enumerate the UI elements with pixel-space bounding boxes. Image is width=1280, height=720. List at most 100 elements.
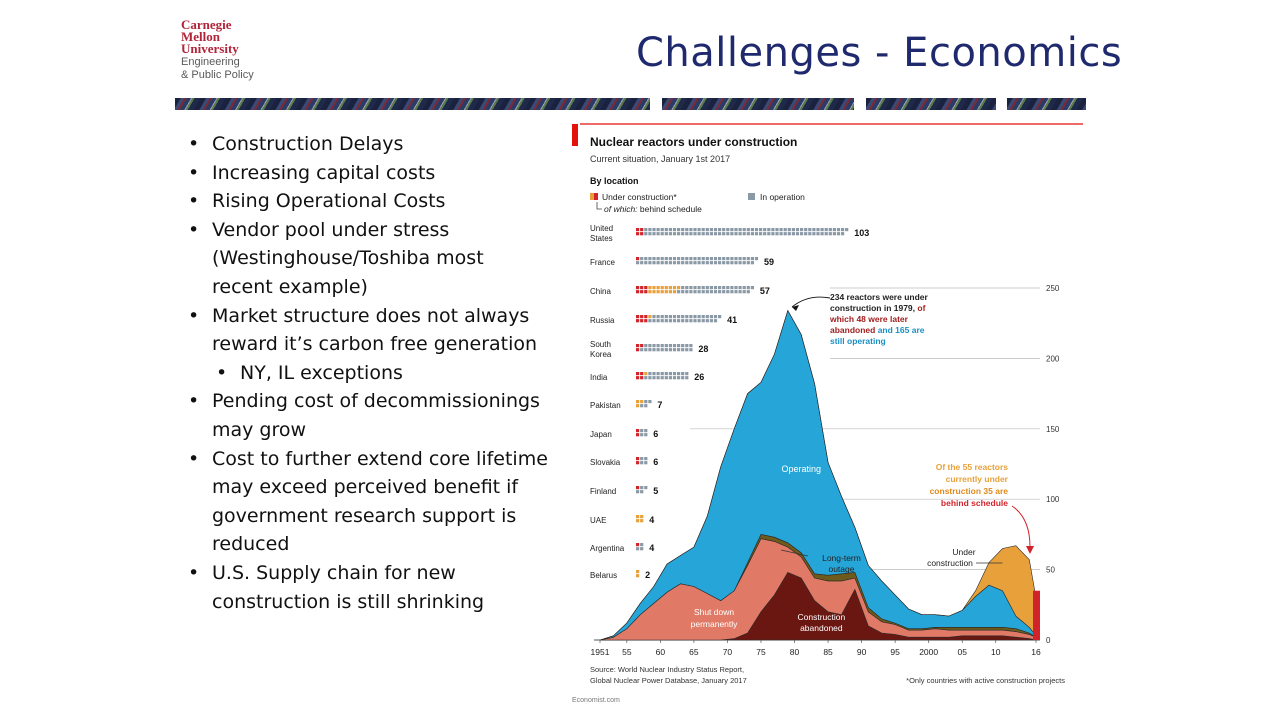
bullet-text: construction is still shrinking — [212, 590, 485, 613]
country-label: Finland — [590, 487, 616, 496]
reactor-square — [718, 228, 722, 232]
reactor-square — [672, 290, 677, 294]
reactor-square — [689, 319, 693, 323]
reactor-square — [656, 261, 660, 265]
reactor-square — [656, 348, 660, 352]
reactor-square — [640, 543, 644, 547]
reactor-square — [754, 257, 759, 261]
credit: Economist.com — [572, 697, 620, 704]
reactor-square — [779, 232, 783, 236]
x-tick-label: 80 — [790, 647, 800, 657]
reactor-square — [636, 486, 640, 490]
reactor-square — [742, 228, 746, 232]
reactor-square — [722, 286, 726, 290]
reactor-square — [652, 290, 656, 294]
reactor-square — [660, 286, 664, 290]
reactor-square — [763, 228, 767, 232]
peak-annotation-line: construction in 1979, of — [830, 303, 926, 313]
legend-prefix: of which: — [604, 204, 640, 214]
reactor-square — [636, 461, 640, 465]
reactor-square — [713, 232, 718, 236]
reactor-square — [636, 372, 640, 376]
reactor-square — [713, 257, 718, 261]
reactor-square — [636, 547, 640, 551]
country-label: Russia — [590, 316, 615, 325]
reactor-square — [660, 315, 664, 319]
bullet-text: Construction Delays — [212, 133, 404, 155]
bullet-marker: • — [188, 133, 200, 155]
bullet-text: Rising Operational Costs — [212, 190, 446, 213]
reactor-square — [795, 232, 800, 236]
reactor-square — [722, 257, 726, 261]
reactor-square — [726, 290, 730, 294]
y-tick-label: 0 — [1046, 636, 1051, 645]
reactor-square — [656, 232, 660, 236]
reactor-square — [800, 228, 804, 232]
reactor-square — [660, 232, 664, 236]
reactor-square — [750, 228, 754, 232]
cmu-logo: Carnegie Mellon University Engineering &… — [181, 18, 254, 81]
reactor-square — [677, 376, 681, 380]
bullet-item: • Rising Operational Costs — [188, 187, 560, 216]
bullet-text: NY, IL exceptions — [240, 361, 403, 384]
reactor-square — [713, 228, 718, 232]
total-label: 2 — [645, 570, 650, 580]
reactor-square — [685, 344, 689, 348]
reactor-square — [640, 519, 644, 523]
total-label: 6 — [653, 457, 658, 467]
reactor-square — [771, 228, 775, 232]
decorative-band-3 — [866, 98, 996, 110]
reactor-square — [709, 319, 713, 323]
reactor-square — [668, 344, 672, 348]
reactor-square — [812, 228, 816, 232]
annotation-span: abandoned — [830, 325, 875, 335]
x-tick-label: 70 — [723, 647, 733, 657]
y-tick-label: 250 — [1046, 284, 1060, 293]
x-tick-label: 05 — [957, 647, 967, 657]
y-tick-label: 50 — [1046, 566, 1055, 575]
bullet-marker: • — [188, 190, 200, 213]
reactor-square — [656, 372, 660, 376]
reactor-square — [652, 348, 656, 352]
reactor-square — [697, 261, 701, 265]
reactor-square — [738, 228, 742, 232]
reactor-square — [660, 372, 664, 376]
reactor-square — [726, 228, 730, 232]
reactor-square — [685, 232, 689, 236]
reactor-square — [709, 290, 713, 294]
reactor-square — [771, 232, 775, 236]
total-label: 59 — [764, 257, 774, 267]
reactor-square — [677, 257, 681, 261]
reactor-square — [640, 515, 644, 519]
reactor-square — [787, 232, 791, 236]
country-label: South — [590, 340, 611, 349]
reactor-square — [693, 315, 697, 319]
reactor-square — [644, 404, 648, 408]
reactor-square — [701, 319, 705, 323]
reactor-square — [640, 429, 644, 433]
bullet-item: • Market structure does not always reward … — [188, 302, 560, 359]
reactor-square — [681, 290, 685, 294]
bullet-marker: • — [188, 390, 200, 413]
reactor-square — [685, 286, 689, 290]
reactor-square — [640, 261, 644, 265]
reactor-square — [685, 261, 689, 265]
reactor-square — [709, 286, 713, 290]
total-label: 5 — [653, 486, 658, 496]
bullet-item: • Construction Delays — [188, 130, 560, 159]
y-tick-label: 100 — [1046, 495, 1060, 504]
reactor-square — [689, 290, 693, 294]
reactor-square — [640, 490, 644, 494]
reactor-square — [795, 228, 800, 232]
reactor-square — [677, 319, 681, 323]
bullet-text: reward it’s carbon free generation — [212, 333, 538, 356]
country-label: UAE — [590, 516, 606, 525]
reactor-square — [726, 257, 730, 261]
reactor-square — [636, 319, 640, 323]
reactor-square — [738, 286, 742, 290]
reactor-square — [783, 228, 787, 232]
reactor-square — [672, 286, 677, 290]
reactor-square — [636, 515, 640, 519]
reactor-square — [656, 344, 660, 348]
reactor-square — [689, 232, 693, 236]
